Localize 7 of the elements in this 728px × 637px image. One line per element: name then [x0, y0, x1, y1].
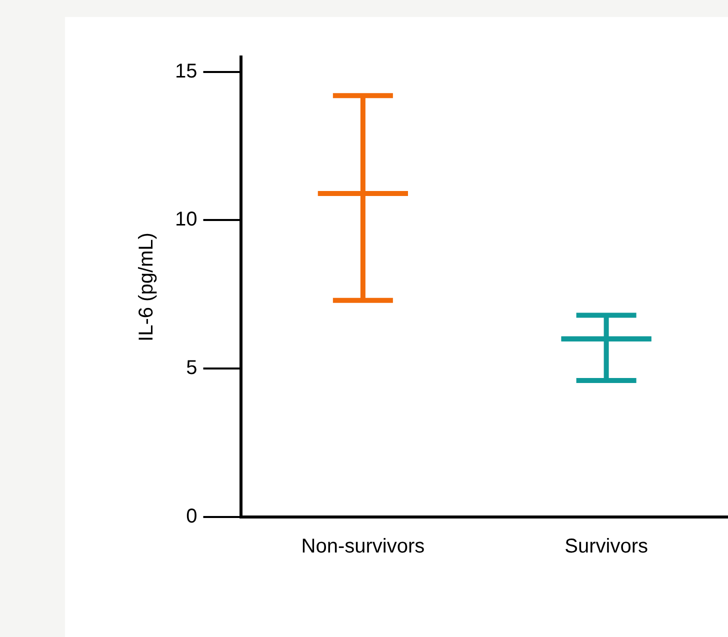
y-tick-label: 15 — [174, 60, 198, 82]
x-tick-label: Non-survivors — [301, 536, 425, 558]
x-tick-label: Survivors — [564, 536, 648, 558]
y-tick-label: 0 — [186, 506, 198, 528]
y-axis-title: IL-6 (pg/mL) — [136, 232, 158, 342]
y-tick-label: 5 — [186, 357, 198, 380]
y-tick-label: 10 — [174, 208, 198, 231]
